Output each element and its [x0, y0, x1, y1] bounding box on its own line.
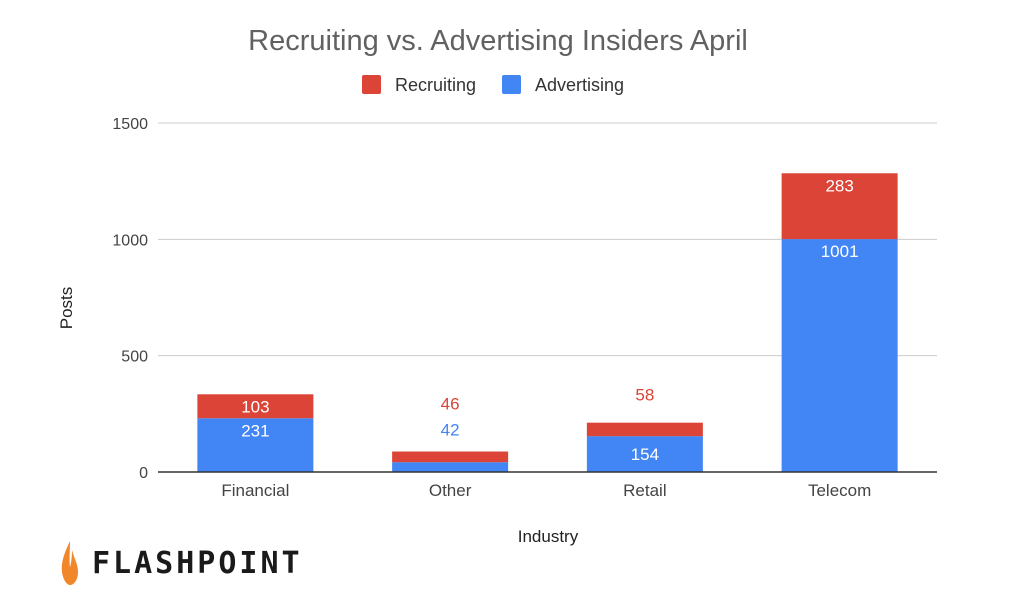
bar-advertising-retail — [586, 436, 703, 472]
data-label-advertising: 42 — [441, 421, 460, 440]
bar-recruiting-retail — [586, 422, 703, 437]
flashpoint-logo: FLASHPOINT — [60, 540, 303, 586]
y-tick-label: 1000 — [112, 232, 148, 249]
data-label-recruiting: 103 — [241, 397, 269, 416]
bar-advertising-telecom — [781, 239, 898, 472]
data-label-advertising: 1001 — [821, 242, 859, 261]
x-tick-label: Financial — [221, 481, 289, 500]
x-tick-label: Retail — [623, 481, 666, 500]
data-label-recruiting: 283 — [825, 176, 853, 195]
bar-recruiting-telecom — [781, 173, 898, 240]
y-axis-label: Posts — [57, 287, 76, 330]
bar-recruiting-financial — [197, 394, 314, 419]
data-label-advertising: 231 — [241, 421, 269, 440]
y-tick-label: 500 — [121, 349, 148, 366]
data-label-recruiting: 58 — [635, 386, 654, 405]
y-tick-label: 0 — [139, 465, 148, 482]
x-axis-label: Industry — [518, 527, 579, 546]
chart-legend: Recruiting Advertising — [362, 75, 624, 95]
data-label-recruiting: 46 — [441, 395, 460, 414]
legend-label-recruiting: Recruiting — [395, 75, 476, 95]
bar-advertising-other — [392, 462, 509, 472]
bar-advertising-financial — [197, 418, 314, 472]
legend-swatch-advertising — [502, 75, 521, 94]
x-axis-ticks: Financial Other Retail Telecom — [221, 481, 871, 500]
data-label-advertising: 154 — [631, 445, 659, 464]
legend-swatch-recruiting — [362, 75, 381, 94]
x-tick-label: Telecom — [808, 481, 871, 500]
y-tick-label: 1500 — [112, 116, 148, 133]
bars: 231 103 42 46 154 58 1001 283 — [197, 173, 898, 472]
x-tick-label: Other — [429, 481, 472, 500]
flame-icon — [61, 541, 78, 585]
brand-name: FLASHPOINT — [92, 545, 303, 581]
y-axis-ticks: 0 500 1000 1500 — [112, 116, 148, 482]
bar-recruiting-other — [392, 451, 509, 463]
chart-title: Recruiting vs. Advertising Insiders Apri… — [248, 25, 748, 57]
legend-label-advertising: Advertising — [535, 75, 624, 95]
